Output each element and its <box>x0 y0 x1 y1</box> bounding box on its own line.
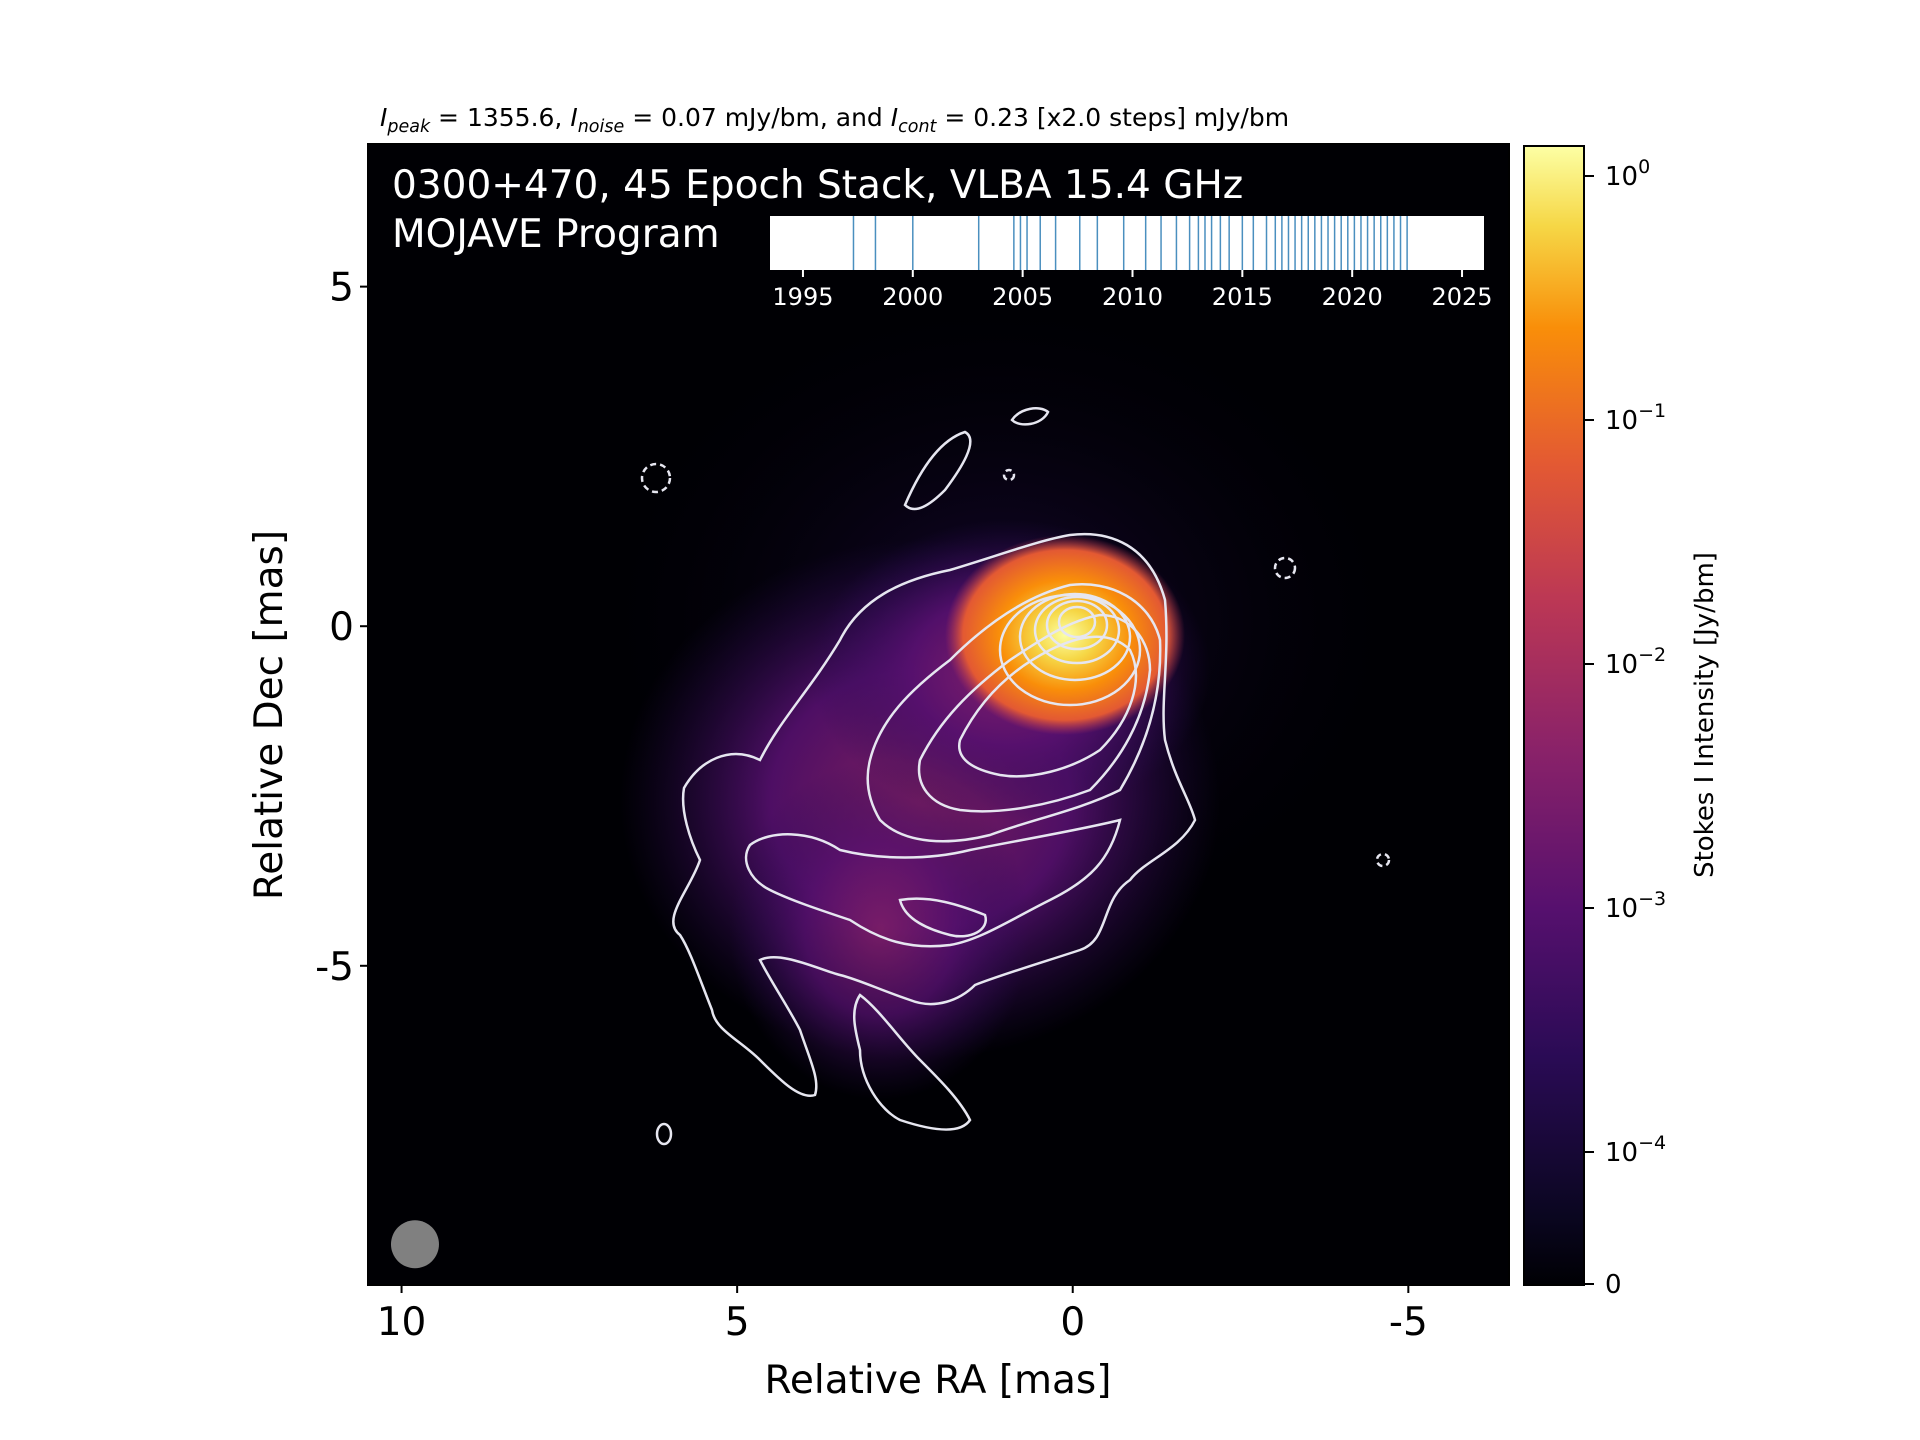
panel-title-line1: 0300+470, 45 Epoch Stack, VLBA 15.4 GHz <box>392 163 1243 208</box>
contour-level-9 <box>1045 599 1109 651</box>
contour-level-8 <box>1033 595 1121 665</box>
negative-contour <box>1375 852 1391 868</box>
beam-ellipse <box>390 1220 439 1269</box>
timeline-tick-label: 2015 <box>1212 283 1273 311</box>
colorbar-tick-label: 10−3 <box>1605 888 1666 924</box>
y-tick-label: -5 <box>315 945 354 990</box>
negative-contours <box>640 462 1391 868</box>
negative-contour <box>1002 468 1016 482</box>
y-tick-label: 0 <box>329 605 354 650</box>
contour-north-blob-2 <box>1010 407 1050 426</box>
x-tick-label: 10 <box>377 1300 427 1345</box>
timeline-tick-label: 1995 <box>772 283 833 311</box>
colorbar-tick-label: 0 <box>1605 1270 1622 1300</box>
image-frame <box>367 143 1510 1286</box>
negative-contour <box>1273 556 1297 580</box>
colorbar-frame <box>1523 145 1585 1286</box>
contour-level-10 <box>1057 605 1097 639</box>
contour-south-knot <box>853 993 972 1131</box>
epoch-lines <box>852 216 1408 270</box>
timeline-tick-label: 2020 <box>1322 283 1383 311</box>
timeline-tick-label: 2000 <box>882 283 943 311</box>
contour-north-blob <box>903 430 972 511</box>
contour-level-2 <box>744 818 1122 948</box>
y-axis-label: Relative Dec [mas] <box>247 530 292 900</box>
x-tick-label: -5 <box>1389 1300 1428 1345</box>
x-tick-label: 0 <box>1060 1300 1085 1345</box>
timeline-tick-label: 2025 <box>1431 283 1492 311</box>
panel-title-line2: MOJAVE Program <box>392 212 720 257</box>
colorbar-tick-label: 10−4 <box>1605 1132 1666 1168</box>
x-axis-label: Relative RA [mas] <box>765 1358 1112 1403</box>
colorbar-ticks: 100 10−1 10−2 10−3 10−4 0 <box>1584 156 1666 1300</box>
colorbar-tick-label: 10−2 <box>1605 644 1666 680</box>
timeline-tick-label: 2005 <box>992 283 1053 311</box>
y-tick-label: 5 <box>329 266 354 311</box>
timeline-box <box>770 216 1484 270</box>
colorbar-tick-label: 100 <box>1605 156 1650 192</box>
contour-level-3 <box>866 583 1162 843</box>
contour-level-4 <box>917 613 1152 813</box>
x-axis: 10 5 0 -5 <box>377 1285 1428 1345</box>
colorbar: 100 10−1 10−2 10−3 10−4 0 Stokes I Intensity … <box>1523 145 1720 1300</box>
contour-outer <box>672 532 1197 1098</box>
colorbar-tick-label: 10−1 <box>1605 400 1666 436</box>
x-tick-label: 5 <box>725 1300 750 1345</box>
timeline-tick-label: 2010 <box>1102 283 1163 311</box>
contours <box>655 407 1197 1146</box>
contour-knot <box>898 897 987 938</box>
image-panel: 0300+470, 45 Epoch Stack, VLBA 15.4 GHz … <box>367 143 1510 1286</box>
epoch-timeline: 1995 2000 2005 2010 2015 2020 2025 <box>770 216 1493 311</box>
contour-level-5 <box>957 635 1138 778</box>
contour-level-7 <box>1018 592 1132 682</box>
colorbar-label: Stokes I Intensity [Jy/bm] <box>1690 552 1720 878</box>
colorbar-gradient <box>1524 146 1584 1285</box>
timeline-ticks: 1995 2000 2005 2010 2015 2020 2025 <box>772 270 1493 311</box>
negative-contour <box>640 462 672 494</box>
jet-tail-halo <box>730 760 1030 1100</box>
header-text: Ipeak = 1355.6, Inoise = 0.07 mJy/bm, an… <box>380 103 1289 137</box>
contour-south-isolated <box>655 1122 673 1146</box>
y-axis: 5 0 -5 <box>315 266 368 990</box>
